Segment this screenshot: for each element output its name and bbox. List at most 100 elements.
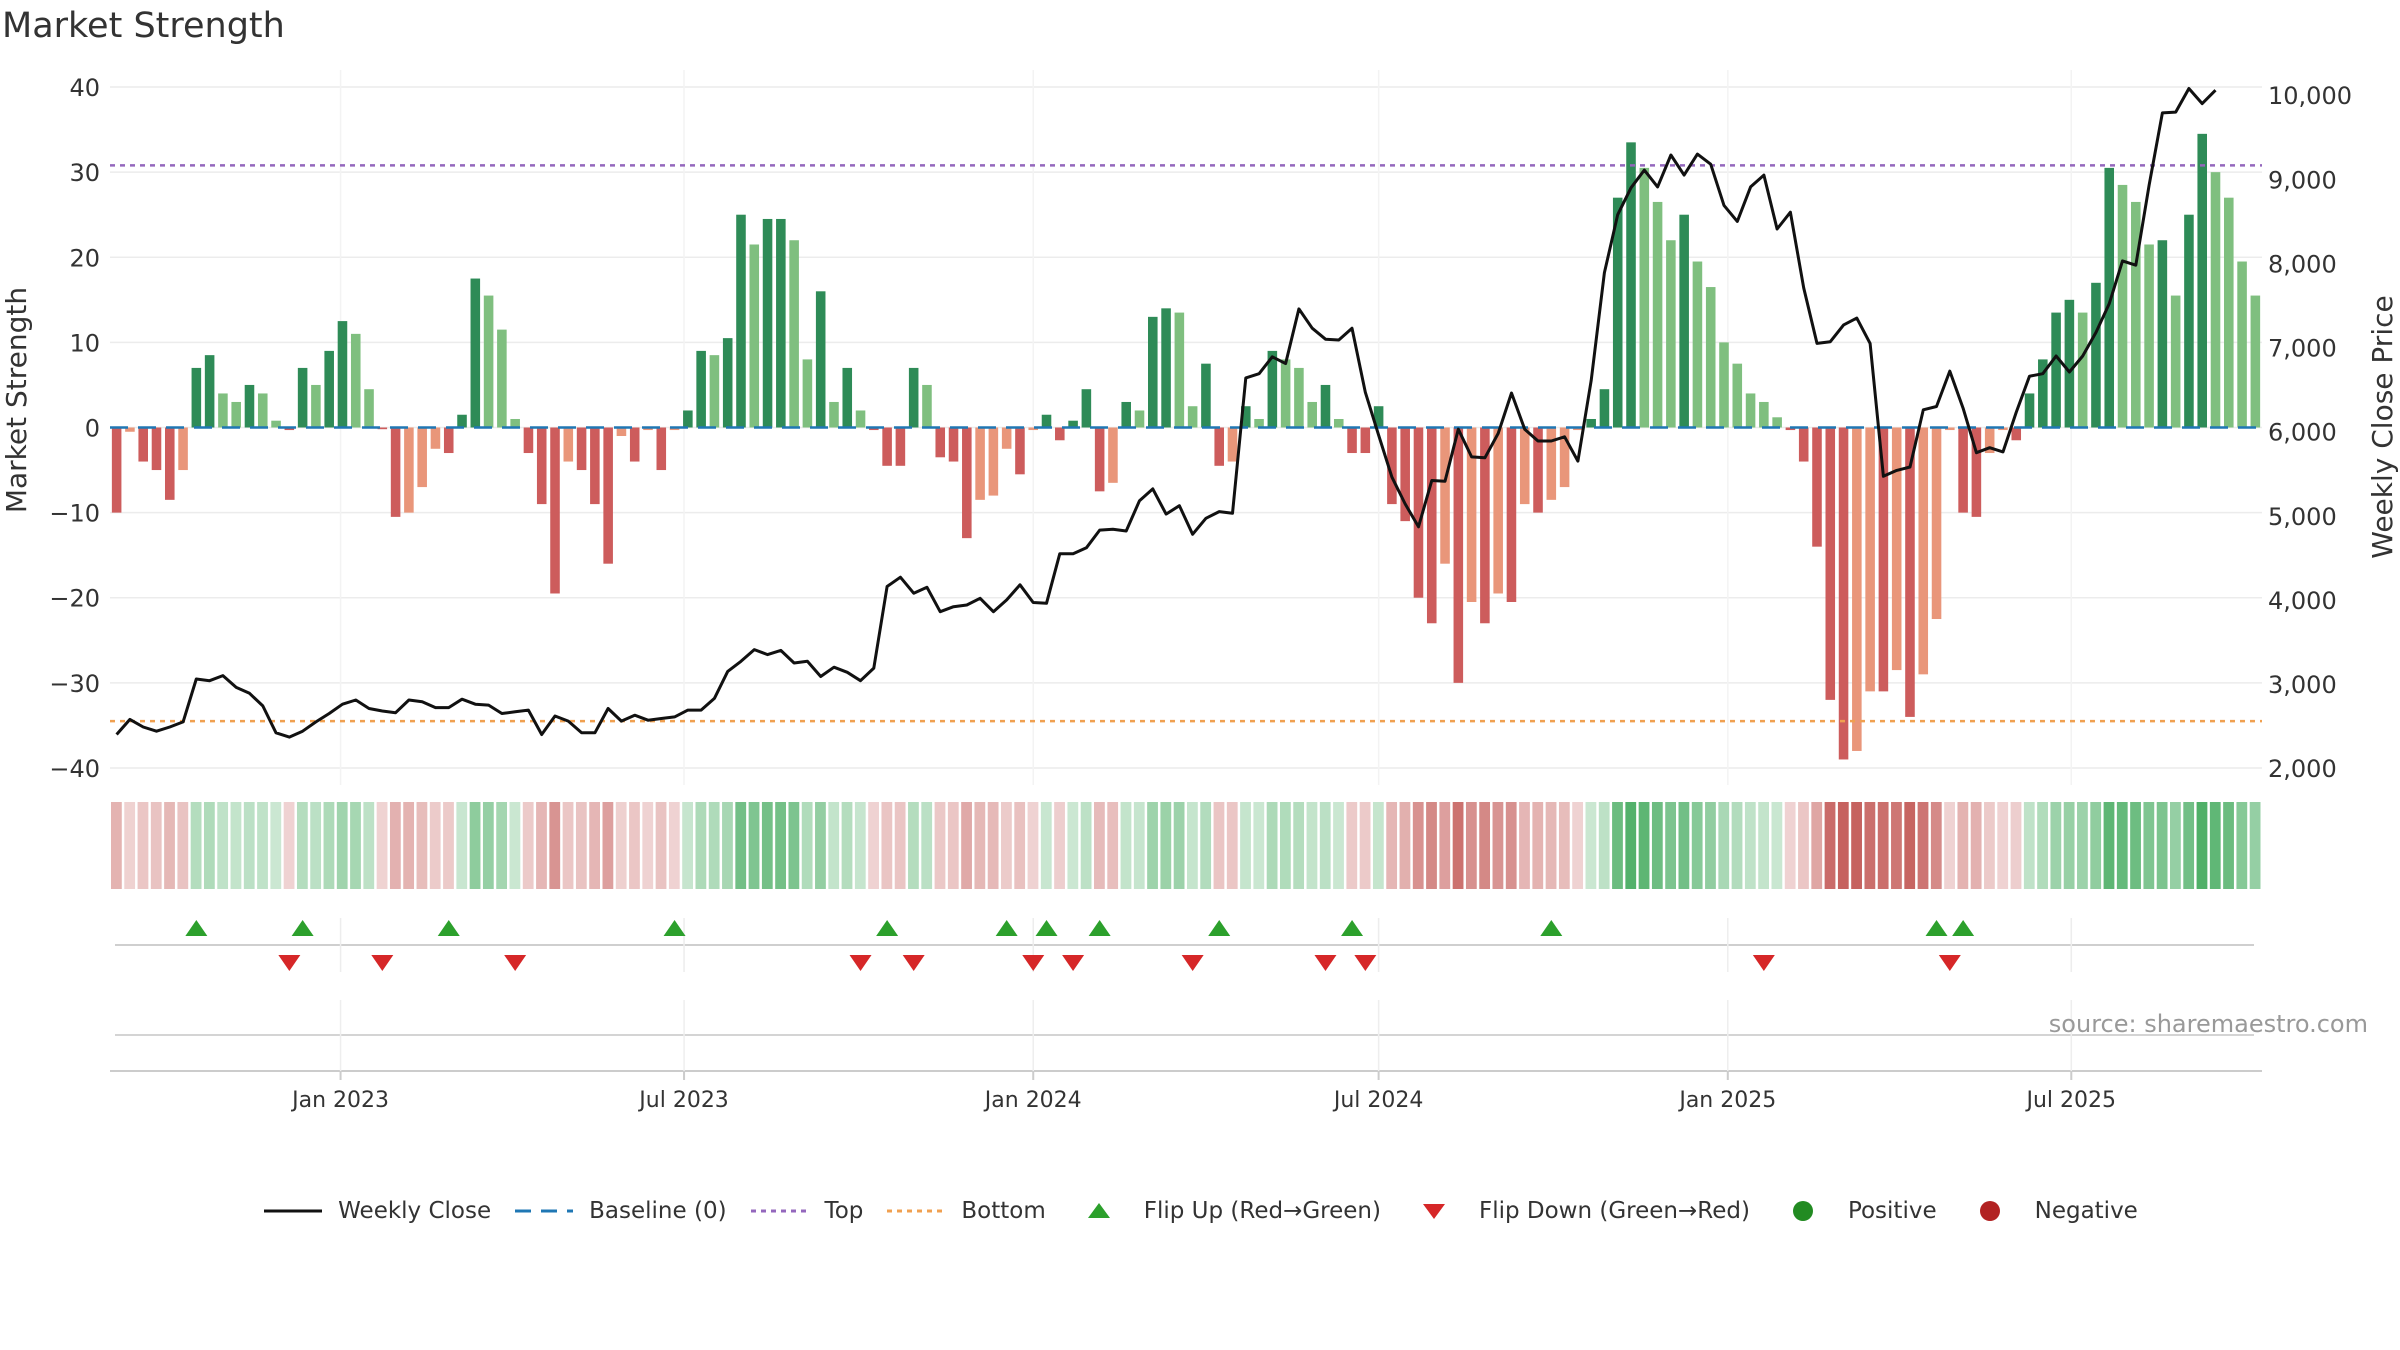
state-cell: [1200, 802, 1212, 889]
state-cell: [2249, 802, 2261, 889]
state-cell: [376, 802, 388, 889]
state-cell: [496, 802, 508, 889]
state-cell: [190, 802, 202, 889]
strength-bar: [284, 427, 295, 431]
state-cell: [1040, 802, 1052, 889]
strength-bar: [1506, 427, 1517, 602]
strength-bar: [324, 350, 334, 428]
left-tick-label: −20: [49, 585, 100, 613]
strength-bar: [1705, 287, 1716, 428]
state-cell: [111, 802, 122, 889]
state-cell: [2156, 802, 2168, 889]
state-cell: [1691, 802, 1703, 889]
strength-bar: [297, 367, 308, 428]
strength-bar: [2144, 244, 2154, 428]
triangle-up-icon: [1068, 1201, 1130, 1221]
dashed-line-icon: [513, 1201, 575, 1221]
state-cell: [961, 802, 972, 889]
strength-bar: [922, 384, 932, 428]
right-tick-label: 2,000: [2268, 755, 2337, 783]
strength-bar: [1333, 418, 1344, 428]
strength-bar: [244, 384, 255, 428]
strength-bar: [1785, 427, 1796, 431]
state-cell: [522, 802, 534, 889]
state-cell: [1944, 802, 1955, 889]
state-cell: [549, 802, 561, 889]
strength-bar: [1825, 427, 1836, 700]
state-cell: [854, 802, 866, 889]
state-cell: [2196, 802, 2208, 889]
triangle-down-icon: [1403, 1201, 1465, 1221]
strength-bar: [1573, 427, 1583, 431]
strength-bar: [510, 418, 520, 428]
legend-item: Weekly Close: [262, 1198, 491, 1224]
state-cell: [1864, 802, 1876, 889]
state-cell: [788, 802, 800, 889]
right-tick-label: 10,000: [2268, 82, 2352, 110]
state-cell: [443, 802, 454, 889]
state-cell: [1160, 802, 1172, 889]
right-tick-label: 7,000: [2268, 335, 2337, 363]
state-cell: [283, 802, 295, 889]
flip-down-marker: [1181, 955, 1204, 971]
state-cell: [1426, 802, 1437, 889]
state-cell: [1479, 802, 1491, 889]
state-cell: [509, 802, 521, 889]
state-cell: [987, 802, 999, 889]
legend: Weekly Close Baseline (0) Top Bottom Flip Up…: [0, 1198, 2400, 1224]
legend-item: Flip Down (Green→Red): [1403, 1198, 1750, 1224]
strength-bar: [1945, 427, 1955, 431]
strength-bar: [776, 218, 786, 428]
strength-bar: [590, 427, 600, 505]
strength-bar: [2157, 240, 2168, 428]
strength-bar: [1453, 427, 1464, 683]
strength-bar: [191, 367, 202, 428]
state-cell: [1917, 802, 1929, 889]
state-cell: [1758, 802, 1769, 889]
flip-down-marker: [1354, 955, 1377, 971]
strength-bar: [2104, 167, 2115, 428]
state-cell: [894, 802, 906, 889]
state-cell: [1266, 802, 1278, 889]
flip-up-marker: [1952, 920, 1975, 936]
x-tick-label: Jul 2023: [637, 1088, 729, 1113]
state-cell: [469, 802, 481, 889]
state-cell: [257, 802, 268, 889]
state-cell: [1705, 802, 1716, 889]
state-cell: [1492, 802, 1504, 889]
strength-bar: [1652, 201, 1663, 428]
state-cell: [1173, 802, 1185, 889]
strength-bar: [1852, 427, 1862, 751]
legend-label: Flip Up (Red→Green): [1143, 1198, 1381, 1224]
state-cell: [2130, 802, 2141, 889]
right-tick-label: 5,000: [2268, 503, 2337, 531]
state-cell: [164, 802, 175, 889]
state-cell: [2236, 802, 2248, 889]
state-cell: [1465, 802, 1477, 889]
state-cell: [1651, 802, 1663, 889]
strength-bar: [2011, 427, 2022, 441]
right-tick-label: 8,000: [2268, 250, 2337, 278]
strength-bar: [1201, 363, 1211, 428]
state-cell: [1837, 802, 1849, 889]
strength-bar: [643, 427, 653, 431]
state-cell: [668, 802, 680, 889]
state-cell: [1957, 802, 1969, 889]
state-cell: [1718, 802, 1730, 889]
strength-bar: [443, 427, 454, 454]
flip-down-marker: [849, 955, 872, 971]
strength-bar: [337, 321, 348, 428]
strength-bar: [364, 389, 374, 428]
flip-up-marker: [1088, 920, 1111, 936]
state-cell: [150, 802, 162, 889]
strength-bar: [683, 410, 693, 428]
state-cell: [1625, 802, 1637, 889]
state-cell: [243, 802, 255, 889]
strength-bar: [1466, 427, 1477, 602]
strength-bar: [2197, 133, 2208, 428]
strength-bar: [1068, 420, 1078, 428]
left-axis-ticks: 40 30 20 10 0 −10 −20 −30 −40: [49, 74, 100, 783]
flip-down-marker: [902, 955, 925, 971]
strength-bar: [988, 427, 999, 496]
state-cell: [1001, 802, 1012, 889]
